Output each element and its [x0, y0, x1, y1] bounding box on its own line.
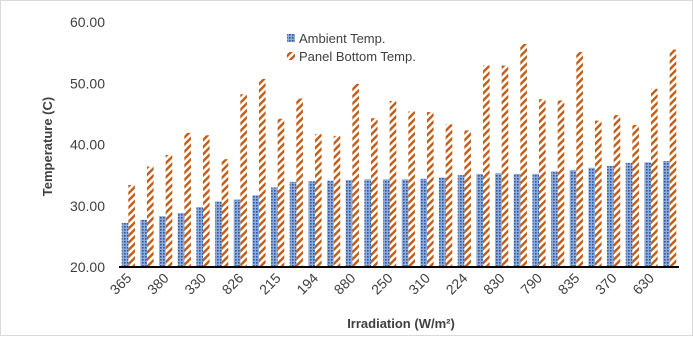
panel-bottom-temp-bar: [651, 88, 658, 267]
ambient-temp-bar: [457, 175, 465, 268]
ambient-temp-bar: [233, 199, 241, 268]
panel-bottom-temp-bar: [352, 83, 359, 267]
panel-bottom-temp-bar: [613, 115, 621, 267]
panel-bottom-temp-series: [128, 44, 677, 268]
x-tick-label: 310: [405, 270, 433, 298]
y-axis-ticks: 20.00 30.00 40.00 50.00 60.00: [70, 14, 105, 275]
ambient-temp-bar: [345, 180, 353, 267]
x-axis-ticks: 365 380 330 826 215 194 880 250 310 224 830 790 835 3…: [107, 270, 658, 298]
panel-bottom-temp-bar: [315, 134, 322, 267]
ambient-temp-bar: [476, 173, 483, 267]
panel-bottom-temp-bar: [408, 111, 415, 268]
x-tick-label: 330: [181, 270, 209, 298]
x-tick-label: 215: [256, 270, 284, 298]
ambient-temp-bar: [625, 162, 633, 268]
y-axis-title: Temperature (C): [40, 97, 55, 196]
x-tick-label: 250: [368, 270, 396, 298]
panel-bottom-temp-bar: [165, 154, 173, 267]
panel-bottom-temp-bar: [371, 118, 378, 267]
ambient-temp-bar: [644, 162, 651, 267]
panel-bottom-temp-bar: [576, 52, 583, 268]
ambient-temp-bar: [607, 165, 614, 267]
ambient-temp-bar: [401, 179, 409, 267]
panel-bottom-temp-bar: [259, 78, 266, 268]
legend-label-ambient: Ambient Temp.: [299, 31, 385, 46]
ambient-temp-bar: [420, 178, 427, 267]
x-tick-label: 370: [592, 270, 620, 298]
panel-bottom-temp-bar: [427, 112, 434, 267]
legend-swatch-ambient: [287, 34, 295, 42]
x-tick-label: 790: [517, 270, 545, 298]
ambient-temp-bar: [569, 170, 577, 267]
ambient-temp-bar: [271, 187, 278, 268]
ambient-temp-bar: [439, 177, 446, 267]
x-tick-label: 880: [331, 270, 359, 298]
x-tick-label: 365: [107, 270, 135, 298]
panel-bottom-temp-bar: [184, 132, 191, 267]
ambient-temp-bar: [383, 179, 390, 267]
x-tick-label: 630: [629, 270, 657, 298]
panel-bottom-temp-bar: [240, 94, 247, 268]
ambient-temp-bar: [140, 219, 147, 267]
panel-bottom-temp-bar: [557, 100, 565, 268]
panel-bottom-temp-bar: [595, 120, 602, 267]
panel-bottom-temp-bar: [520, 44, 527, 267]
ambient-temp-bar: [495, 173, 502, 267]
panel-bottom-temp-bar: [333, 135, 341, 267]
x-tick-label: 380: [144, 270, 172, 298]
y-tick-label: 60.00: [70, 14, 105, 30]
x-tick-label: 224: [443, 270, 471, 298]
y-tick-label: 30.00: [70, 198, 105, 214]
ambient-temp-bar: [327, 180, 334, 267]
ambient-temp-bar: [364, 179, 371, 267]
ambient-temp-bar: [513, 173, 521, 267]
y-tick-label: 40.00: [70, 137, 105, 153]
ambient-temp-bar: [121, 222, 129, 267]
panel-bottom-temp-bar: [445, 124, 453, 267]
panel-bottom-temp-bar: [296, 98, 303, 267]
panel-bottom-temp-bar: [203, 135, 210, 267]
x-tick-label: 835: [555, 270, 583, 298]
ambient-temp-bar: [159, 216, 166, 267]
x-tick-label: 194: [293, 270, 321, 298]
ambient-temp-bar: [252, 195, 259, 267]
x-tick-label: 826: [219, 270, 247, 298]
ambient-temp-bar: [588, 167, 595, 267]
ambient-temp-bar: [308, 181, 315, 267]
ambient-temp-bar: [663, 161, 670, 267]
panel-bottom-temp-bar: [483, 65, 490, 268]
panel-bottom-temp-bar: [147, 166, 154, 267]
legend-swatch-panel: [287, 52, 295, 60]
panel-bottom-temp-bar: [669, 49, 677, 268]
panel-bottom-temp-bar: [464, 130, 471, 267]
panel-bottom-temp-bar: [221, 159, 229, 267]
panel-bottom-temp-bar: [389, 101, 397, 267]
panel-bottom-temp-bar: [539, 99, 546, 268]
ambient-temp-bar: [532, 173, 539, 267]
legend-label-panel: Panel Bottom Temp.: [299, 49, 416, 64]
x-tick-label: 830: [480, 270, 508, 298]
ambient-temp-bar: [551, 171, 558, 267]
panel-bottom-temp-bar: [501, 65, 509, 268]
ambient-temp-bar: [196, 206, 203, 267]
legend: Ambient Temp. Panel Bottom Temp.: [283, 27, 461, 67]
y-tick-label: 50.00: [70, 75, 105, 91]
ambient-temp-bar: [215, 201, 222, 267]
panel-bottom-temp-bar: [128, 184, 135, 267]
x-axis-title: Irradiation (W/m²): [347, 316, 455, 331]
panel-bottom-temp-bar: [632, 124, 639, 268]
legend-background: [283, 27, 461, 67]
ambient-temp-bar: [177, 213, 185, 267]
ambient-temp-series: [121, 161, 670, 268]
panel-bottom-temp-bar: [277, 118, 285, 268]
ambient-temp-bar: [289, 181, 297, 267]
y-tick-label: 20.00: [70, 259, 105, 275]
